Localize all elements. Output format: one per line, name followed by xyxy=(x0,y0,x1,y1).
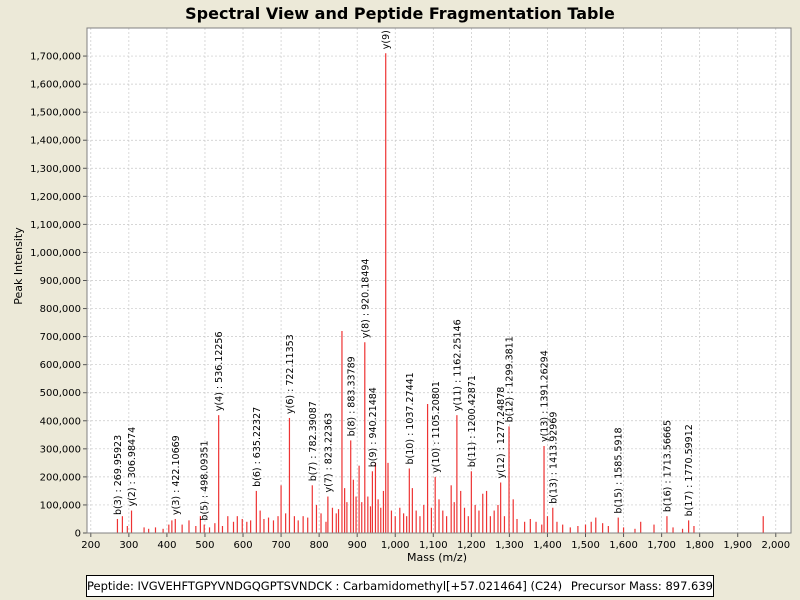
peak-annotation: y(9) xyxy=(381,30,392,49)
peak-annotation: b(10) : 1037.27441 xyxy=(405,372,416,464)
y-tick-label: 1,200,000 xyxy=(30,192,81,203)
y-tick-label: 1,000,000 xyxy=(30,248,81,259)
y-tick-label: 300,000 xyxy=(40,444,81,455)
x-axis-label: Mass (m/z) xyxy=(407,551,467,564)
y-tick-label: 1,700,000 xyxy=(30,52,81,63)
peak-annotation: y(8) : 920.18494 xyxy=(360,259,371,339)
y-tick-label: 600,000 xyxy=(40,360,81,371)
peak-annotation: y(12) : 1277.24878 xyxy=(496,387,507,479)
annotation-labels: b(3) : 269.95923 y(2) : 306.98474 y(3) : 4… xyxy=(113,30,695,520)
x-tick-label: 1,700 xyxy=(647,540,676,551)
peak-annotation: b(6) : 635.22327 xyxy=(252,407,263,487)
x-tick-label: 1,200 xyxy=(457,540,486,551)
grid-lines xyxy=(87,28,791,534)
y-tick-label: 200,000 xyxy=(40,472,81,483)
peak-annotation: y(11) : 1162.25146 xyxy=(452,319,463,411)
x-tick-label: 1,800 xyxy=(685,540,714,551)
chart-title: Spectral View and Peptide Fragmentation … xyxy=(185,4,615,23)
plot-frame xyxy=(86,27,792,534)
peak-annotation: b(17) : 1770.59912 xyxy=(684,424,695,516)
peak-annotation: b(9) : 940.21484 xyxy=(368,387,379,467)
x-tick-label: 1,900 xyxy=(723,540,752,551)
peak-annotation: b(12) : 1299.3811 xyxy=(505,336,516,422)
peak-annotation: y(3) : 422.10669 xyxy=(171,435,182,515)
y-tick-label: 900,000 xyxy=(40,276,81,287)
peak-annotation: b(5) : 498.09351 xyxy=(200,440,211,520)
x-tick-label: 1,300 xyxy=(495,540,524,551)
x-tick-label: 1,600 xyxy=(609,540,638,551)
peptide-info: Peptide: IVGVEHFTGPYVNDGQGPTSVNDCK : Car… xyxy=(87,579,563,593)
peak-annotation: b(15) : 1585.5918 xyxy=(614,427,625,513)
peak-annotation: y(10) : 1105.20801 xyxy=(431,381,442,473)
x-tick-label: 2,000 xyxy=(761,540,790,551)
x-tick-label: 1,400 xyxy=(533,540,562,551)
x-tick-label: 900 xyxy=(348,540,367,551)
axes: 200 300 400 500 600 700 800 900 1,000 1,100 1,200 1… xyxy=(30,27,792,551)
y-tick-label: 500,000 xyxy=(40,388,81,399)
precursor-mass: Precursor Mass: 897.639 xyxy=(570,579,713,593)
peak-series xyxy=(116,53,764,533)
peak-annotation: b(16) : 1713.56665 xyxy=(662,420,673,512)
legend-box: Peptide: IVGVEHFTGPYVNDGQGPTSVNDCK : Car… xyxy=(86,575,714,597)
y-tick-label: 700,000 xyxy=(40,332,81,343)
peak-annotation: b(11) : 1200.42871 xyxy=(467,375,478,467)
y-tick-label: 1,400,000 xyxy=(30,136,81,147)
peak-annotation: b(8) : 883.33789 xyxy=(346,356,357,436)
peak-annotation: b(3) : 269.95923 xyxy=(113,435,124,515)
x-tick-label: 1,000 xyxy=(381,540,410,551)
x-tick-label: 800 xyxy=(310,540,329,551)
x-tick-label: 300 xyxy=(119,540,138,551)
x-tick-label: 500 xyxy=(195,540,214,551)
x-tick-label: 400 xyxy=(157,540,176,551)
x-tick-label: 200 xyxy=(81,540,100,551)
peak-annotation: y(7) : 823.22363 xyxy=(323,413,334,493)
x-tick-label: 700 xyxy=(272,540,291,551)
y-tick-label: 0 xyxy=(75,529,81,540)
y-tick-label: 1,600,000 xyxy=(30,80,81,91)
y-tick-label: 1,500,000 xyxy=(30,108,81,119)
y-tick-label: 800,000 xyxy=(40,304,81,315)
peak-annotation: y(4) : 536.12256 xyxy=(214,331,225,411)
spectrum-chart: Spectral View and Peptide Fragmentation … xyxy=(12,4,792,564)
peak-annotation: y(13) : 1391.26294 xyxy=(540,350,551,442)
peak-annotation: b(7) : 782.39087 xyxy=(308,401,319,481)
peak-annotation: b(13) : 1413.92969 xyxy=(548,412,559,504)
y-tick-label: 1,300,000 xyxy=(30,164,81,175)
y-tick-label: 400,000 xyxy=(40,416,81,427)
peak-annotation: y(6) : 722.11353 xyxy=(285,334,296,414)
y-axis-label: Peak Intensity xyxy=(12,227,25,305)
x-tick-label: 1,500 xyxy=(571,540,600,551)
x-tick-label: 600 xyxy=(233,540,252,551)
peak-annotation: y(2) : 306.98474 xyxy=(127,427,138,507)
y-tick-label: 1,100,000 xyxy=(30,220,81,231)
x-tick-label: 1,100 xyxy=(419,540,448,551)
y-tick-label: 100,000 xyxy=(40,500,81,511)
